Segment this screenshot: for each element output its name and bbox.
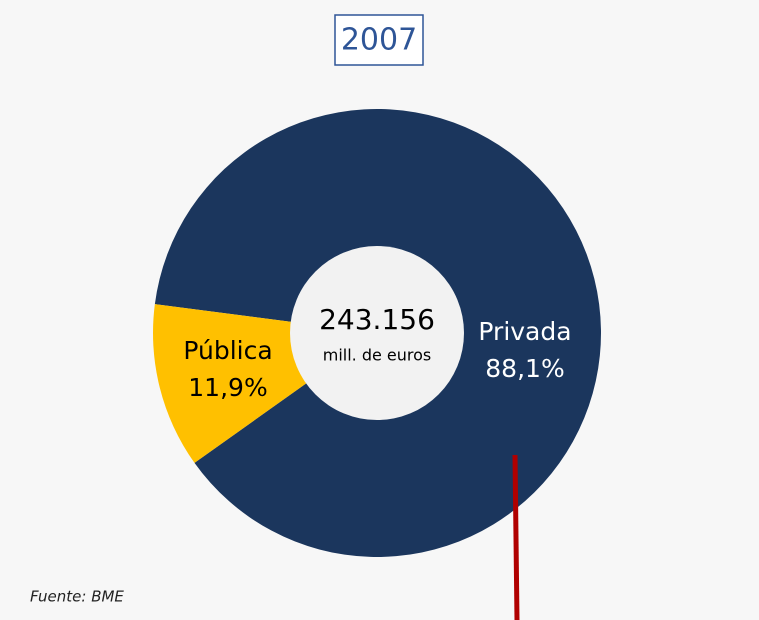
slice-label: Pública (183, 336, 272, 365)
pointer-line (512, 454, 520, 620)
slice-label: Privada (478, 317, 571, 346)
slice-value: 11,9% (188, 373, 267, 402)
center-value: 243.156 (319, 303, 435, 336)
title-box (334, 14, 424, 66)
source-note: Fuente: BME (30, 588, 124, 606)
chart-title: 2007 (341, 23, 417, 58)
slice-value: 88,1% (485, 354, 564, 383)
donut-hole (290, 246, 464, 420)
center-unit: mill. de euros (323, 346, 432, 365)
